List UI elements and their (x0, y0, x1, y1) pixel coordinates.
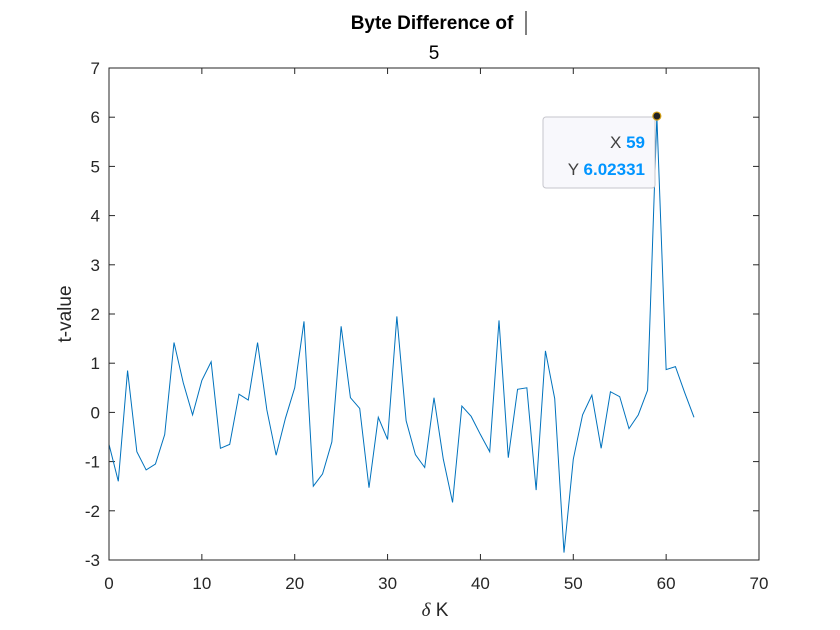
y-tick-label: 7 (91, 59, 100, 78)
x-tick-label: 60 (657, 574, 676, 593)
plot-area (108, 67, 760, 561)
datatip-x-row: X 59 (610, 133, 645, 152)
y-axis-ticks: -3 -2 -1 0 1 2 3 4 5 6 7 (85, 59, 759, 570)
x-tick-label: 70 (750, 574, 769, 593)
x-tick-label: 10 (192, 574, 211, 593)
x-axis-label: δ K (422, 600, 449, 621)
y-tick-label: 5 (91, 157, 100, 176)
y-tick-label: 2 (91, 305, 100, 324)
datatip-x-value: 59 (626, 133, 645, 152)
datatip-y-row: Y 6.02331 (568, 160, 645, 179)
y-tick-label: -3 (85, 551, 100, 570)
x-tick-label: 50 (564, 574, 583, 593)
x-tick-label: 30 (378, 574, 397, 593)
x-axis-label-text: K (430, 600, 448, 621)
datatip-marker[interactable] (652, 111, 662, 121)
y-axis-label: t-value (55, 285, 76, 342)
datatip[interactable]: X 59 Y 6.02331 (542, 111, 662, 189)
y-tick-label: 6 (91, 108, 100, 127)
y-tick-label: 4 (91, 207, 100, 226)
x-tick-label: 20 (285, 574, 304, 593)
datatip-x-key: X (610, 133, 621, 152)
y-tick-label: -2 (85, 502, 100, 521)
x-tick-label: 40 (471, 574, 490, 593)
chart-title: Byte Difference of (351, 13, 514, 34)
datatip-box (542, 116, 656, 189)
y-tick-label: -1 (85, 453, 100, 472)
series-line (108, 116, 695, 553)
y-tick-label: 3 (91, 256, 100, 275)
chart-subtitle: 5 (429, 43, 440, 64)
x-tick-label: 0 (104, 574, 113, 593)
y-tick-label: 0 (91, 403, 100, 422)
x-axis-label-symbol: δ (422, 600, 432, 621)
datatip-y-value: 6.02331 (584, 160, 645, 179)
y-tick-label: 1 (91, 354, 100, 373)
datatip-y-key: Y (568, 160, 579, 179)
x-axis-ticks: 0 10 20 30 40 50 60 70 (104, 68, 768, 593)
